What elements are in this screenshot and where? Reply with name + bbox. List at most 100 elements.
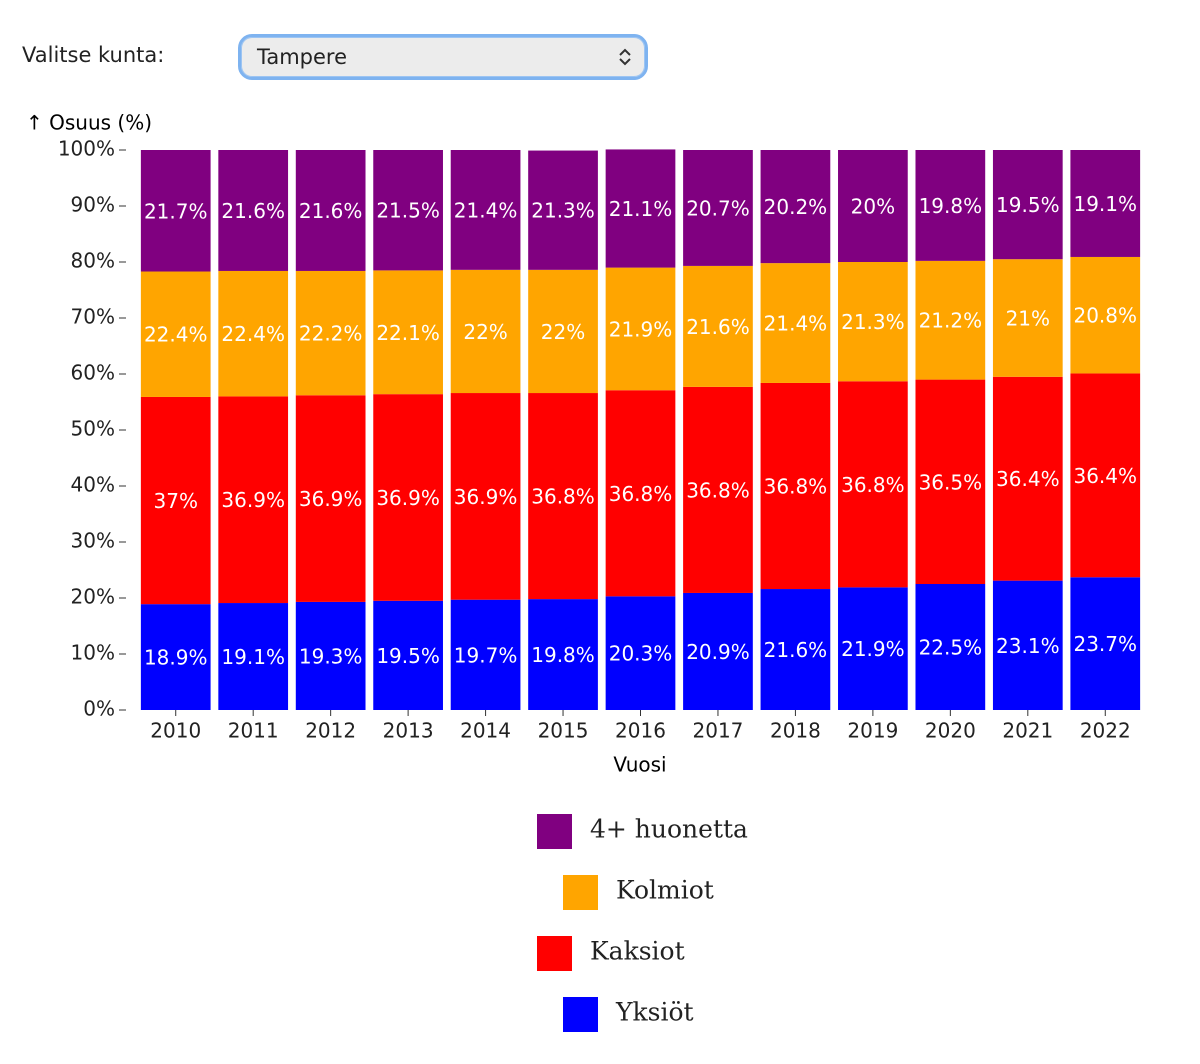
x-tick-label: 2019 xyxy=(847,719,898,743)
bar-segment xyxy=(373,270,443,395)
bar-segment xyxy=(992,259,1063,377)
value-label: 21.6% xyxy=(764,638,828,662)
value-label: 19.5% xyxy=(996,193,1060,217)
filter-label: Valitse kunta: xyxy=(22,43,165,67)
bar-segment xyxy=(528,150,598,270)
legend-label: 4+ huonetta xyxy=(590,815,748,844)
bar-segment xyxy=(683,592,753,710)
y-tick-label: 60% xyxy=(71,361,115,385)
value-label: 20.2% xyxy=(764,195,828,219)
bar-segment xyxy=(992,376,1063,581)
x-tick-label: 2013 xyxy=(383,719,434,743)
bar-segment xyxy=(140,150,211,272)
bar-segment xyxy=(295,150,366,271)
legend-label: Yksiöt xyxy=(615,998,694,1027)
value-label: 22% xyxy=(541,320,585,344)
bar-segment xyxy=(218,396,289,604)
bar-segment xyxy=(373,150,443,271)
value-label: 21.9% xyxy=(841,637,905,661)
value-label: 20.8% xyxy=(1073,304,1137,328)
value-label: 21.7% xyxy=(144,199,208,223)
value-label: 22% xyxy=(463,320,507,344)
bar-segment xyxy=(450,150,521,270)
bar-segment xyxy=(295,395,366,602)
value-label: 21.4% xyxy=(764,312,828,336)
value-label: 21.6% xyxy=(299,199,363,223)
x-tick-label: 2018 xyxy=(770,719,821,743)
bar-segment xyxy=(1070,150,1141,257)
bar-segment xyxy=(683,150,753,266)
value-label: 19.8% xyxy=(919,194,983,218)
value-label: 19.7% xyxy=(454,643,518,667)
x-tick-label: 2020 xyxy=(925,719,976,743)
bar-segment xyxy=(218,150,289,271)
bar-segment xyxy=(140,604,211,710)
bar-segment xyxy=(1070,577,1141,710)
value-label: 21.1% xyxy=(609,197,673,221)
x-tick-label: 2022 xyxy=(1080,719,1131,743)
value-label: 22.4% xyxy=(144,323,208,347)
bar-segment xyxy=(295,601,366,710)
value-label: 36.9% xyxy=(221,488,285,512)
y-tick-label: 50% xyxy=(71,417,115,441)
value-label: 19.1% xyxy=(1073,192,1137,216)
bar-segment xyxy=(838,587,908,710)
bar-segment xyxy=(140,396,211,605)
value-label: 36.8% xyxy=(609,482,673,506)
y-tick-label: 20% xyxy=(71,585,115,609)
value-label: 22.2% xyxy=(299,322,363,346)
select-value: Tampere xyxy=(257,45,348,69)
value-label: 36.8% xyxy=(764,475,828,499)
x-tick-label: 2021 xyxy=(1002,719,1053,743)
value-label: 21.5% xyxy=(376,199,440,223)
value-label: 18.9% xyxy=(144,646,208,670)
bar-segment xyxy=(760,150,831,264)
value-label: 37% xyxy=(154,489,198,513)
bar-segment xyxy=(218,270,289,397)
value-label: 20.9% xyxy=(686,640,750,664)
bar-segment xyxy=(528,599,598,710)
value-label: 21% xyxy=(1006,307,1050,331)
value-label: 20.7% xyxy=(686,196,750,220)
value-label: 36.9% xyxy=(454,485,518,509)
legend-swatch xyxy=(563,875,598,910)
bar-segment xyxy=(218,603,289,710)
x-tick-label: 2017 xyxy=(693,719,744,743)
legend-label: Kaksiot xyxy=(590,937,685,966)
y-tick-label: 90% xyxy=(71,193,115,217)
value-label: 21.2% xyxy=(919,309,983,333)
legend-swatch xyxy=(537,936,572,971)
bar-segment xyxy=(140,271,211,397)
bar-segment xyxy=(1070,373,1141,578)
bar-segment xyxy=(838,381,908,588)
value-label: 21.6% xyxy=(686,315,750,339)
bar-segment xyxy=(605,149,676,268)
y-axis-label: ↑ Osuus (%) xyxy=(26,111,152,135)
value-label: 36.8% xyxy=(841,473,905,497)
bar-segment xyxy=(373,600,443,710)
legend-swatch xyxy=(563,997,598,1032)
value-label: 22.5% xyxy=(919,636,983,660)
value-label: 22.4% xyxy=(221,322,285,346)
bar-segment xyxy=(992,580,1063,710)
bar-segment xyxy=(450,393,521,600)
bar-segment xyxy=(760,589,831,710)
y-tick-label: 10% xyxy=(71,641,115,665)
y-tick-label: 0% xyxy=(83,697,115,721)
municipality-select[interactable]: Tampere xyxy=(238,34,648,80)
value-label: 36.9% xyxy=(299,487,363,511)
value-label: 19.1% xyxy=(221,645,285,669)
bar-segment xyxy=(450,599,521,710)
bar-segment xyxy=(683,386,753,593)
select-chevron xyxy=(619,48,631,66)
bar-segment xyxy=(915,584,986,710)
bar-segment xyxy=(915,150,986,261)
y-tick-label: 40% xyxy=(71,473,115,497)
bar-segment xyxy=(1070,256,1141,374)
x-axis-label: Vuosi xyxy=(613,753,666,777)
x-tick-label: 2011 xyxy=(228,719,279,743)
bar-segment xyxy=(605,596,676,710)
y-tick-label: 70% xyxy=(71,305,115,329)
